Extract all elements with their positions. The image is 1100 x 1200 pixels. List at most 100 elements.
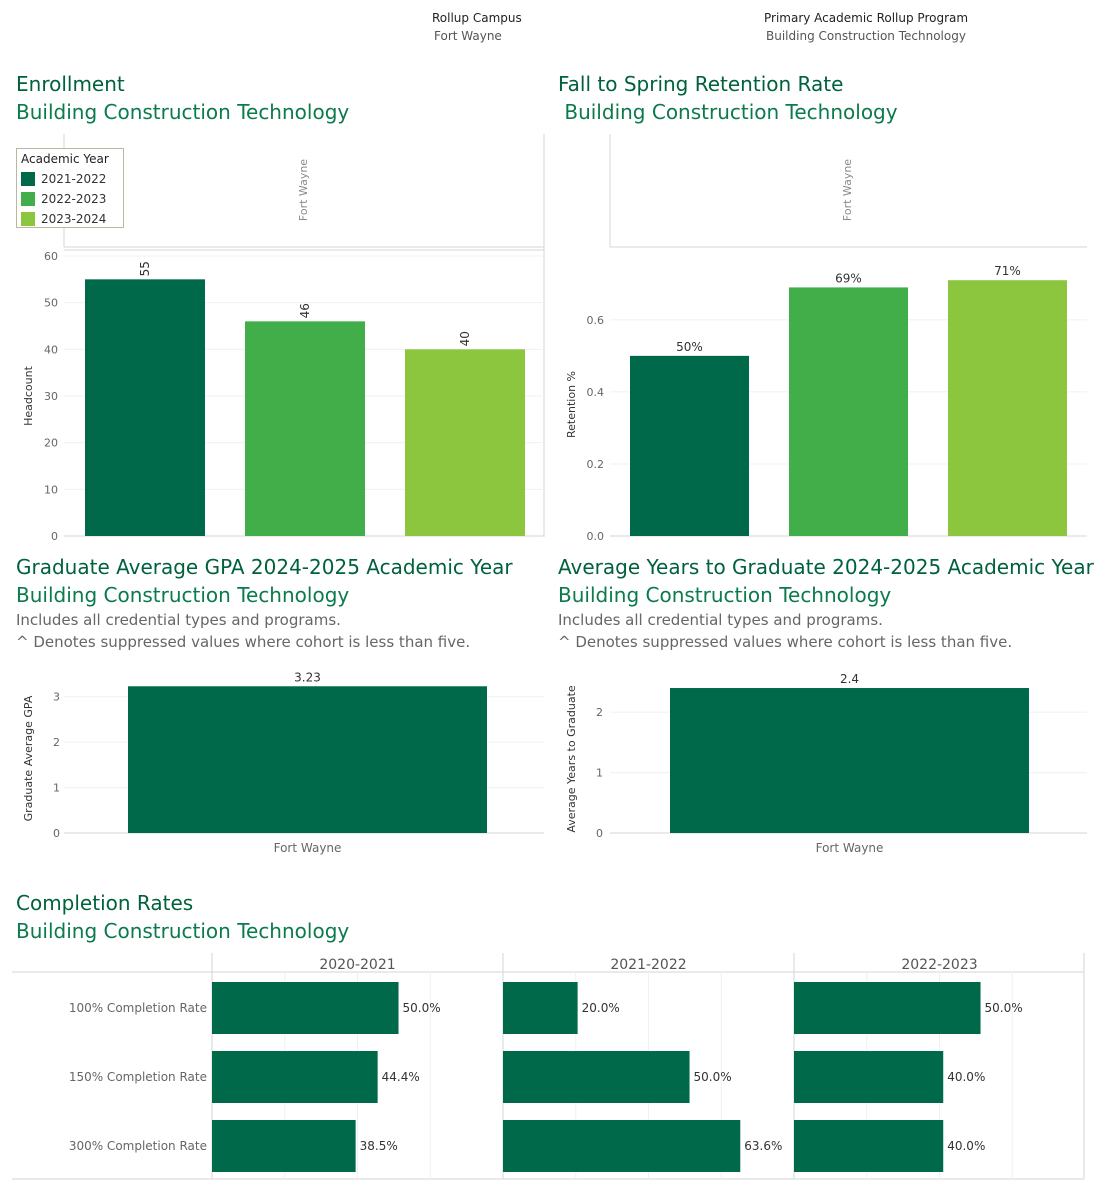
completion-chart: 2020-2021 2021-2022 2022-2023 100% Completi… <box>12 953 1085 1180</box>
legend-item[interactable]: 2021-2022 <box>21 169 119 189</box>
legend-item[interactable]: 2023-2024 <box>21 209 119 229</box>
enrollment-bars: 55 46 40 <box>85 261 525 536</box>
retention-subtitle: Building Construction Technology <box>558 100 898 124</box>
data-label: 50.0% <box>403 1001 441 1015</box>
y-tick-label: 0.4 <box>587 386 605 399</box>
program-filter-value[interactable]: Building Construction Technology <box>766 29 966 43</box>
bar <box>85 279 205 536</box>
bar <box>405 349 525 536</box>
y-axis-title: Retention % <box>565 371 578 438</box>
row-label: 300% Completion Rate <box>69 1139 207 1153</box>
campus-filter-value[interactable]: Fort Wayne <box>434 29 502 43</box>
enrollment-title: Enrollment <box>16 72 125 96</box>
bar <box>245 321 365 536</box>
data-label: 2.4 <box>840 672 859 686</box>
gpa-subtitle: Building Construction Technology <box>16 583 350 607</box>
y-axis-title: Graduate Average GPA <box>22 695 35 821</box>
retention-bars: 50% 69% 71% <box>630 264 1067 536</box>
completion-title: Completion Rates <box>16 891 194 915</box>
data-label: 55 <box>138 261 152 276</box>
legend-swatch <box>21 192 35 206</box>
data-label: 71% <box>994 264 1021 278</box>
y-tick-label: 1 <box>53 782 60 795</box>
column-header: 2022-2023 <box>901 957 977 973</box>
y-tick-label: 50 <box>44 297 58 310</box>
years-subtitle: Building Construction Technology <box>558 583 892 607</box>
gpa-chart: Graduate Average GPA 0 1 2 3 Fort Wayne 3.23 <box>22 670 544 855</box>
legend-swatch <box>21 172 35 186</box>
x-tick-label: Fort Wayne <box>274 841 342 855</box>
y-tick-label: 40 <box>44 343 58 356</box>
y-tick-label: 2 <box>596 706 603 719</box>
column-header: 2020-2021 <box>319 957 395 973</box>
row-label: 150% Completion Rate <box>69 1070 207 1084</box>
x-tick-label: Fort Wayne <box>816 841 884 855</box>
data-label: 63.6% <box>744 1139 782 1153</box>
bar <box>794 982 981 1034</box>
completion-bars: 50.0% 20.0% 50.0% 44.4% 50.0% 40.0% 38.5% 63.6%… <box>212 982 1023 1172</box>
data-label: 50.0% <box>985 1001 1023 1015</box>
legend-label: 2021-2022 <box>41 172 107 186</box>
data-label: 40.0% <box>947 1139 985 1153</box>
column-header: 2021-2022 <box>610 957 686 973</box>
years-note-credentials: Includes all credential types and progra… <box>558 611 883 629</box>
data-label: 44.4% <box>382 1070 420 1084</box>
years-bars: 2.4 <box>670 672 1029 833</box>
y-axis-title: Average Years to Graduate <box>565 685 578 833</box>
completion-subtitle: Building Construction Technology <box>16 919 350 943</box>
enrollment-chart: Fort Wayne Headcount 0 10 20 30 40 50 60 55 46 40 <box>22 134 545 540</box>
gpa-note-credentials: Includes all credential types and progra… <box>16 611 341 629</box>
bar <box>128 686 487 833</box>
data-label: 38.5% <box>360 1139 398 1153</box>
legend-swatch <box>21 212 35 226</box>
y-tick-label: 30 <box>44 390 58 403</box>
retention-title: Fall to Spring Retention Rate <box>558 72 844 96</box>
retention-chart: Fort Wayne Retention % 0.0 0.2 0.4 0.6 50% 69… <box>565 134 1087 540</box>
row-label: 100% Completion Rate <box>69 1001 207 1015</box>
y-tick-label: 20 <box>44 437 58 450</box>
bar <box>503 1120 741 1172</box>
bar <box>212 1051 378 1103</box>
data-label: 40 <box>458 331 472 346</box>
academic-year-legend: Academic Year 2021-2022 2022-2023 2023-2… <box>16 148 124 228</box>
gpa-title: Graduate Average GPA 2024-2025 Academic … <box>16 555 513 579</box>
y-tick-label: 10 <box>44 483 58 496</box>
bar <box>948 280 1067 536</box>
campus-filter-label: Rollup Campus <box>432 11 522 25</box>
y-tick-label: 0 <box>51 530 58 540</box>
gpa-note-suppressed: ^ Denotes suppressed values where cohort… <box>16 633 471 651</box>
y-tick-label: 0 <box>596 827 603 840</box>
bar <box>212 982 399 1034</box>
y-tick-label: 60 <box>44 250 58 263</box>
legend-item[interactable]: 2022-2023 <box>21 189 119 209</box>
years-chart: Average Years to Graduate 0 1 2 Fort Wayne 2… <box>565 672 1087 855</box>
bar <box>794 1051 944 1103</box>
bar <box>212 1120 356 1172</box>
enrollment-subtitle: Building Construction Technology <box>16 100 350 124</box>
data-label: 50.0% <box>694 1070 732 1084</box>
data-label: 50% <box>676 340 703 354</box>
y-axis-title: Headcount <box>22 365 35 425</box>
bar <box>630 355 749 536</box>
years-title: Average Years to Graduate 2024-2025 Acad… <box>558 555 1094 579</box>
y-tick-label: 0.0 <box>587 530 605 540</box>
data-label: 3.23 <box>294 670 321 684</box>
y-tick-label: 0 <box>53 827 60 840</box>
bar <box>794 1120 944 1172</box>
legend-title: Academic Year <box>21 152 109 166</box>
bar <box>503 1051 690 1103</box>
y-tick-label: 0.6 <box>587 314 605 327</box>
legend-label: 2023-2024 <box>41 212 107 226</box>
y-tick-label: 2 <box>53 736 60 749</box>
legend-label: 2022-2023 <box>41 192 107 206</box>
data-label: 20.0% <box>582 1001 620 1015</box>
program-filter-label: Primary Academic Rollup Program <box>764 11 969 25</box>
data-label: 46 <box>298 303 312 318</box>
bar <box>789 287 908 536</box>
data-label: 69% <box>835 271 862 285</box>
bar <box>670 688 1029 833</box>
gpa-bars: 3.23 <box>128 670 487 833</box>
y-tick-label: 0.2 <box>587 458 605 471</box>
data-label: 40.0% <box>947 1070 985 1084</box>
bar <box>503 982 578 1034</box>
